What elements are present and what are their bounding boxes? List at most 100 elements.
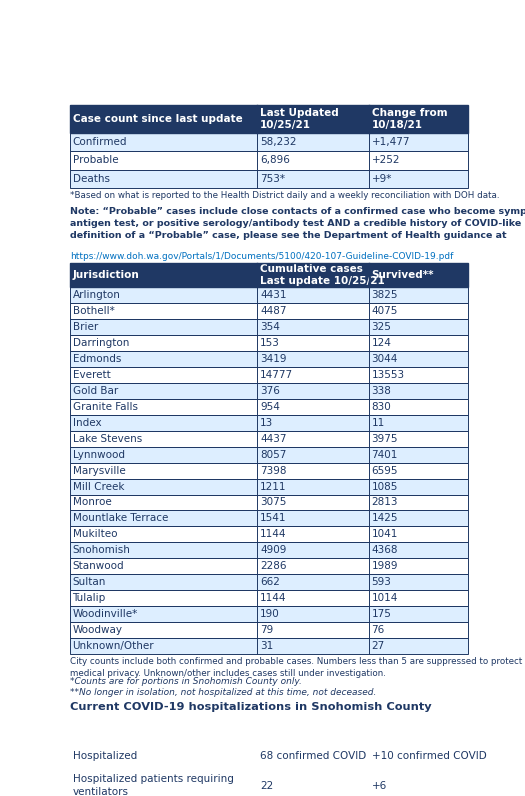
Text: 4368: 4368 (372, 545, 398, 556)
Text: Arlington: Arlington (72, 291, 120, 300)
Text: Mukilteo: Mukilteo (72, 529, 117, 540)
Text: Note: “Probable” cases include close contacts of a confirmed case who become sym: Note: “Probable” cases include close con… (70, 207, 525, 240)
FancyBboxPatch shape (257, 151, 369, 170)
Text: 1425: 1425 (372, 513, 398, 524)
Text: 325: 325 (372, 322, 392, 332)
FancyBboxPatch shape (257, 303, 369, 319)
Text: Darrington: Darrington (72, 338, 129, 348)
FancyBboxPatch shape (369, 335, 468, 351)
Text: 593: 593 (372, 577, 392, 587)
FancyBboxPatch shape (369, 105, 468, 133)
FancyBboxPatch shape (369, 606, 468, 622)
FancyBboxPatch shape (257, 351, 369, 367)
FancyBboxPatch shape (369, 590, 468, 606)
Text: 3975: 3975 (372, 434, 398, 443)
FancyBboxPatch shape (70, 351, 257, 367)
Text: 7401: 7401 (372, 450, 398, 460)
Text: 76: 76 (372, 625, 385, 635)
FancyBboxPatch shape (70, 462, 257, 478)
Text: Case count since last update: Case count since last update (72, 114, 243, 124)
Text: 1144: 1144 (260, 529, 287, 540)
Text: Woodinville*: Woodinville* (72, 609, 138, 619)
FancyBboxPatch shape (70, 287, 257, 303)
FancyBboxPatch shape (369, 558, 468, 574)
FancyBboxPatch shape (70, 638, 257, 654)
Text: 1211: 1211 (260, 482, 287, 492)
FancyBboxPatch shape (70, 526, 257, 542)
FancyBboxPatch shape (70, 717, 257, 747)
FancyBboxPatch shape (257, 462, 369, 478)
FancyBboxPatch shape (257, 287, 369, 303)
FancyBboxPatch shape (70, 606, 257, 622)
FancyBboxPatch shape (369, 399, 468, 415)
Text: Marysville: Marysville (72, 466, 125, 476)
Text: Last Updated
10/26/21: Last Updated 10/26/21 (260, 720, 339, 743)
FancyBboxPatch shape (70, 383, 257, 399)
FancyBboxPatch shape (257, 494, 369, 510)
FancyBboxPatch shape (257, 478, 369, 494)
Text: Sultan: Sultan (72, 577, 106, 587)
FancyBboxPatch shape (70, 170, 257, 188)
FancyBboxPatch shape (257, 133, 369, 151)
Text: Tulalip: Tulalip (72, 593, 106, 603)
FancyBboxPatch shape (70, 431, 257, 447)
Text: Woodway: Woodway (72, 625, 122, 635)
Text: 2286: 2286 (260, 561, 287, 572)
FancyBboxPatch shape (70, 478, 257, 494)
Text: Last Updated
10/25/21: Last Updated 10/25/21 (260, 107, 339, 130)
Text: 1014: 1014 (372, 593, 398, 603)
Text: Stanwood: Stanwood (72, 561, 124, 572)
FancyBboxPatch shape (369, 478, 468, 494)
Text: 153: 153 (260, 338, 280, 348)
Text: *Counts are for portions in Snohomish County only.: *Counts are for portions in Snohomish Co… (70, 677, 301, 685)
FancyBboxPatch shape (257, 431, 369, 447)
FancyBboxPatch shape (70, 335, 257, 351)
FancyBboxPatch shape (70, 510, 257, 526)
Text: Hospitalized patients requiring
ventilators: Hospitalized patients requiring ventilat… (72, 775, 234, 796)
Text: Lake Stevens: Lake Stevens (72, 434, 142, 443)
Text: 3044: 3044 (372, 354, 398, 364)
Text: 4075: 4075 (372, 306, 398, 316)
FancyBboxPatch shape (369, 263, 468, 287)
Text: 3419: 3419 (260, 354, 287, 364)
FancyBboxPatch shape (369, 526, 468, 542)
FancyBboxPatch shape (257, 717, 369, 747)
FancyBboxPatch shape (257, 574, 369, 590)
Text: Granite Falls: Granite Falls (72, 402, 138, 412)
Text: Survived**: Survived** (372, 270, 434, 280)
FancyBboxPatch shape (70, 415, 257, 431)
Text: Monroe: Monroe (72, 498, 111, 508)
Text: 79: 79 (260, 625, 273, 635)
FancyBboxPatch shape (369, 170, 468, 188)
FancyBboxPatch shape (369, 383, 468, 399)
Text: Confirmed: Confirmed (72, 137, 127, 147)
Text: Bothell*: Bothell* (72, 306, 114, 316)
FancyBboxPatch shape (369, 303, 468, 319)
FancyBboxPatch shape (70, 766, 257, 796)
FancyBboxPatch shape (70, 574, 257, 590)
FancyBboxPatch shape (257, 526, 369, 542)
Text: 954: 954 (260, 402, 280, 412)
FancyBboxPatch shape (70, 622, 257, 638)
Text: 830: 830 (372, 402, 391, 412)
FancyBboxPatch shape (369, 447, 468, 462)
Text: +9*: +9* (372, 174, 392, 184)
Text: 4431: 4431 (260, 291, 287, 300)
Text: 58,232: 58,232 (260, 137, 297, 147)
Text: Edmonds: Edmonds (72, 354, 121, 364)
Text: +10 confirmed COVID: +10 confirmed COVID (372, 751, 486, 761)
FancyBboxPatch shape (70, 319, 257, 335)
FancyBboxPatch shape (257, 399, 369, 415)
FancyBboxPatch shape (369, 747, 468, 766)
Text: 6,896: 6,896 (260, 155, 290, 166)
Text: 662: 662 (260, 577, 280, 587)
FancyBboxPatch shape (369, 494, 468, 510)
Text: Hospitalized: Hospitalized (72, 751, 137, 761)
Text: 338: 338 (372, 386, 392, 396)
FancyBboxPatch shape (257, 383, 369, 399)
Text: 13: 13 (260, 418, 273, 427)
FancyBboxPatch shape (257, 606, 369, 622)
Text: 11: 11 (372, 418, 385, 427)
FancyBboxPatch shape (257, 170, 369, 188)
FancyBboxPatch shape (70, 151, 257, 170)
